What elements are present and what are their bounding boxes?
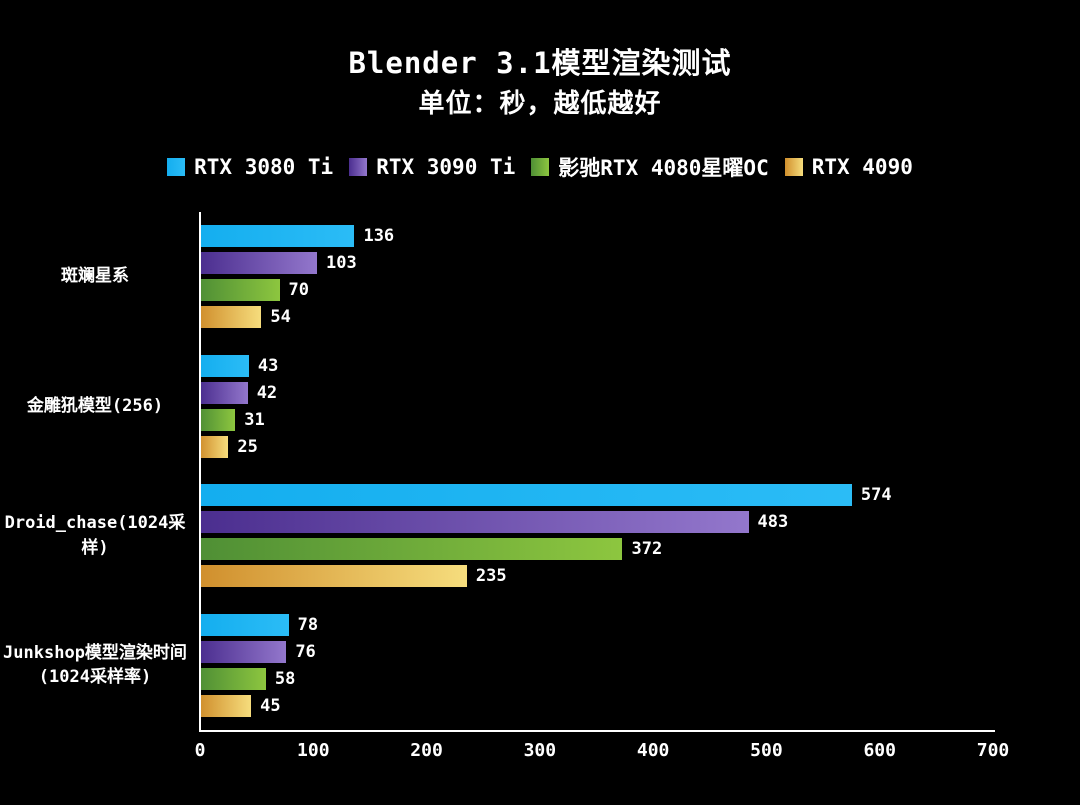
bar-row: 31 [200,408,995,431]
chart-title: Blender 3.1模型渲染测试 [348,46,732,80]
value-label: 235 [475,566,507,587]
legend-item: RTX 3090 Ti [349,155,515,179]
bar [200,484,852,507]
bars-container: 78 76 58 45 [200,601,995,731]
bar-row: 25 [200,435,995,458]
x-axis-ticks: 0 100 200 300 400 500 600 700 [195,740,1010,764]
legend-label: RTX 4090 [811,155,913,179]
x-axis-line [199,730,995,732]
bar [200,252,317,275]
plot-groups: 斑斓星系 136 103 70 54 金雕犼模型(256) 43 42 31 25 Droid_ch… [0,212,995,730]
bar-group: 斑斓星系 136 103 70 54 [0,212,995,342]
bar-group: 金雕犼模型(256) 43 42 31 25 [0,342,995,472]
value-label: 25 [237,436,258,457]
value-label: 43 [257,355,279,376]
bar [200,225,355,248]
bar [200,279,280,302]
bar-row: 42 [200,381,995,404]
bar-row: 54 [200,306,995,329]
x-tick-label: 100 [297,740,330,761]
legend-item: 影驰RTX 4080星曜OC [531,152,769,182]
value-label: 103 [325,253,357,274]
value-label: 70 [288,280,309,301]
value-label: 483 [757,512,789,533]
value-label: 372 [631,539,663,560]
chart-subtitle: 单位：秒，越低越好 [418,89,662,119]
bar-group: Droid_chase(1024采样) 574 483 372 235 [0,471,995,601]
x-tick-label: 500 [750,740,783,761]
bar [200,408,236,431]
bar [200,435,229,458]
legend-label: RTX 3080 Ti [194,155,334,179]
legend-swatch [784,158,803,176]
bar-row: 372 [200,538,995,561]
legend-swatch [167,158,186,176]
value-label: 574 [860,485,892,506]
x-tick-label: 300 [523,740,557,761]
x-tick-label: 700 [976,740,1010,761]
category-label: 金雕犼模型(256) [26,395,164,416]
bars-container: 43 42 31 25 [200,342,995,472]
bar [200,640,287,663]
x-tick-label: 400 [636,740,670,761]
bar-row: 574 [200,484,995,507]
bars-container: 136 103 70 54 [200,212,995,342]
bar [200,613,289,636]
bar-row: 136 [200,225,995,248]
bar [200,511,749,534]
value-label: 78 [297,614,319,635]
value-label: 42 [256,382,278,403]
legend: RTX 3080 Ti RTX 3090 Ti 影驰RTX 4080星曜OC RTX … [0,152,1080,182]
category-label: Junkshop模型渲染时间(1024采样率) [3,642,187,688]
value-label: 54 [270,307,291,328]
value-label: 31 [244,409,265,430]
bar-row: 483 [200,511,995,534]
category-label: Droid_chase(1024采样) [4,513,186,558]
bar [200,667,266,690]
legend-label: RTX 3090 Ti [376,155,516,179]
legend-item: RTX 4090 [784,155,913,179]
bar [200,354,249,377]
bar-row: 235 [200,565,995,588]
category-label: 斑斓星系 [61,266,129,287]
x-tick-label: 0 [194,740,206,761]
bar [200,381,248,404]
bar-group: Junkshop模型渲染时间(1024采样率) 78 76 58 45 [0,601,995,731]
bar [200,694,252,717]
y-axis-line [199,212,201,732]
value-label: 45 [260,695,281,716]
bar-row: 43 [200,354,995,377]
value-label: 76 [295,641,316,662]
legend-swatch [349,158,368,176]
legend-label: 影驰RTX 4080星曜OC [558,156,769,180]
bar-row: 45 [200,694,995,717]
value-label: 58 [274,668,296,689]
bar-row: 58 [200,667,995,690]
legend-swatch [531,158,550,176]
bar [200,306,262,329]
x-tick-label: 200 [410,740,443,761]
bar [200,565,467,588]
bar-row: 103 [200,252,995,275]
bar-row: 70 [200,279,995,302]
bar-row: 78 [200,613,995,636]
value-label: 136 [363,226,395,247]
legend-item: RTX 3080 Ti [167,155,333,179]
bar [200,538,623,561]
x-tick-label: 600 [863,740,896,761]
bar-row: 76 [200,640,995,663]
bars-container: 574 483 372 235 [200,471,995,601]
